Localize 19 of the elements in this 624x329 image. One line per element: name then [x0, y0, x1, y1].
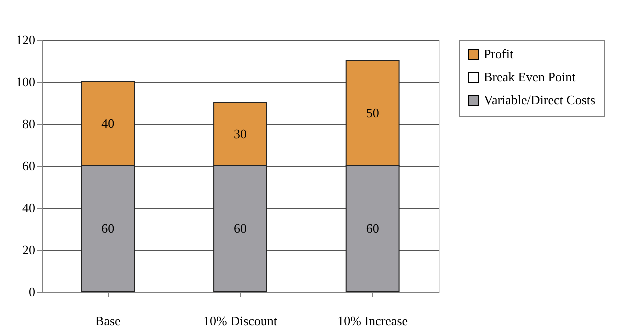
x-tick-label: Base — [96, 314, 122, 328]
data-label: 60 — [234, 221, 247, 236]
legend-label: Variable/Direct Costs — [484, 92, 596, 108]
legend-label: Profit — [484, 46, 514, 62]
y-tick-label: 20 — [22, 242, 36, 258]
data-label: 60 — [366, 221, 380, 236]
y-tick-label: 40 — [22, 200, 36, 216]
y-tick-label: 0 — [29, 284, 36, 300]
legend-label: Break Even Point — [484, 70, 576, 84]
y-tick-label: 120 — [16, 32, 36, 48]
x-tick-label: 10% Discount — [203, 314, 278, 328]
x-tick-label: 10% Increase — [338, 314, 408, 328]
y-tick-label: 60 — [22, 158, 36, 174]
y-tick-label: 100 — [16, 74, 36, 90]
data-label: 50 — [366, 106, 380, 120]
data-label: 60 — [102, 221, 115, 236]
data-label: 40 — [102, 116, 115, 131]
y-tick-label: 80 — [22, 116, 36, 132]
data-label: 30 — [234, 126, 247, 142]
